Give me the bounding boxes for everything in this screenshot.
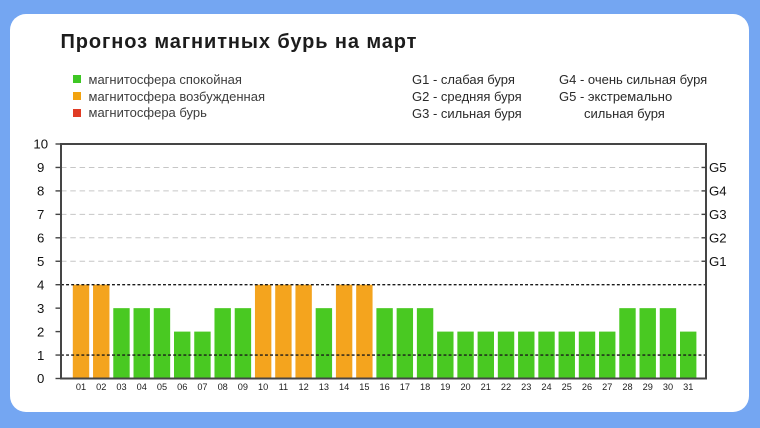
svg-text:26: 26 [582,382,592,392]
svg-text:10: 10 [33,137,48,152]
svg-text:16: 16 [379,382,389,392]
svg-text:2: 2 [37,324,44,339]
svg-text:19: 19 [440,382,450,392]
svg-text:07: 07 [197,382,207,392]
svg-text:6: 6 [37,231,44,246]
svg-text:25: 25 [562,382,572,392]
svg-text:31: 31 [683,382,693,392]
svg-text:11: 11 [279,382,289,392]
svg-text:01: 01 [76,382,86,392]
svg-text:17: 17 [400,382,410,392]
svg-text:4: 4 [37,277,44,292]
svg-text:28: 28 [622,382,632,392]
svg-text:G1: G1 [709,254,727,269]
svg-text:24: 24 [541,382,551,392]
svg-text:30: 30 [663,382,673,392]
svg-text:13: 13 [319,382,329,392]
svg-text:08: 08 [218,382,228,392]
svg-text:02: 02 [96,382,106,392]
svg-text:1: 1 [37,348,44,363]
svg-text:0: 0 [37,371,44,386]
svg-text:04: 04 [137,382,147,392]
svg-text:14: 14 [339,382,349,392]
svg-text:5: 5 [37,254,44,269]
svg-text:18: 18 [420,382,430,392]
svg-text:8: 8 [37,184,44,199]
svg-text:15: 15 [359,382,369,392]
svg-text:9: 9 [37,160,44,175]
svg-text:G2: G2 [709,231,727,246]
svg-text:12: 12 [299,382,309,392]
svg-text:21: 21 [481,382,491,392]
svg-text:27: 27 [602,382,612,392]
svg-text:G5: G5 [709,160,727,175]
svg-text:20: 20 [460,382,470,392]
svg-text:09: 09 [238,382,248,392]
svg-text:03: 03 [116,382,126,392]
svg-text:29: 29 [643,382,653,392]
svg-text:G3: G3 [709,207,727,222]
svg-text:23: 23 [521,382,531,392]
svg-text:06: 06 [177,382,187,392]
svg-text:7: 7 [37,207,44,222]
svg-text:05: 05 [157,382,167,392]
svg-text:10: 10 [258,382,268,392]
svg-text:G4: G4 [709,184,727,199]
svg-text:22: 22 [501,382,511,392]
svg-text:3: 3 [37,301,44,316]
